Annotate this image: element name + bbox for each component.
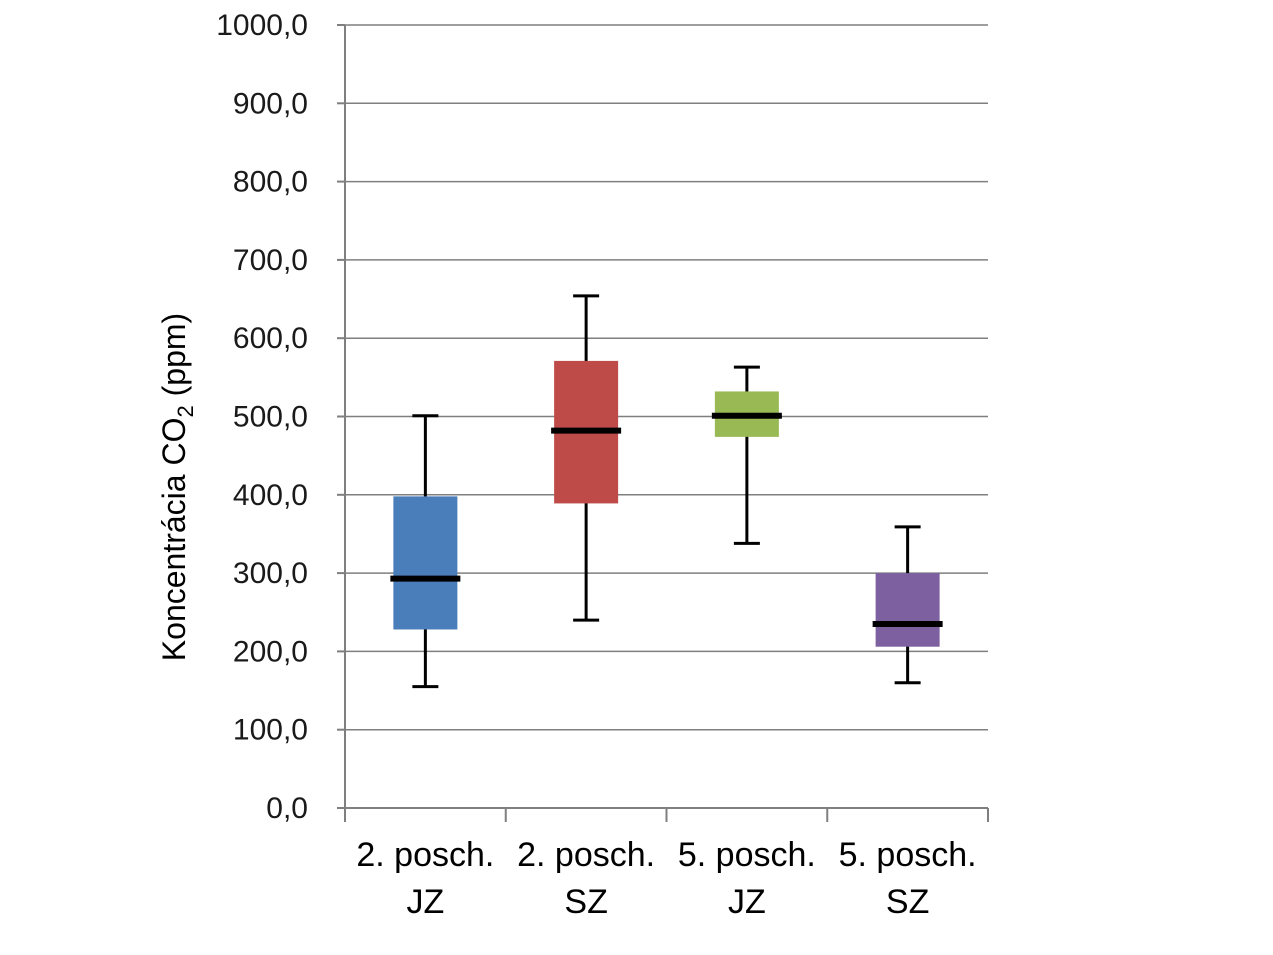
- category-label-line1: 2. posch.: [517, 836, 655, 874]
- axes: [337, 24, 989, 822]
- y-tick-label: 200,0: [233, 635, 308, 668]
- boxes: [390, 294, 943, 689]
- y-tick-labels: 0,0 100,0 200,0 300,0 400,0 500,0 600,0 700,0 80…: [216, 9, 308, 825]
- y-tick-label: 600,0: [233, 322, 308, 355]
- box-body: [875, 573, 940, 647]
- box-3: [711, 365, 782, 545]
- category-label-line2: SZ: [886, 883, 929, 921]
- y-tick-label: 400,0: [233, 479, 308, 512]
- box-1: [390, 414, 461, 689]
- y-tick-label: 500,0: [233, 401, 308, 434]
- category-label-line2: SZ: [564, 883, 607, 921]
- y-axis-title-subscript: 2: [173, 405, 198, 417]
- y-tick-label: 100,0: [233, 714, 308, 747]
- y-tick-label: 300,0: [233, 557, 308, 590]
- y-tick-label: 1000,0: [216, 9, 308, 42]
- category-label-line2: JZ: [728, 883, 766, 921]
- category-label-line2: JZ: [406, 883, 444, 921]
- y-tick-label: 900,0: [233, 87, 308, 120]
- y-axis-title: Koncentrácia CO2 (ppm): [156, 313, 198, 661]
- y-tick-label: 800,0: [233, 166, 308, 199]
- y-axis-title-unit: (ppm): [156, 313, 192, 405]
- category-labels: 2. posch. JZ 2. posch. SZ 5. posch. JZ 5. posc…: [356, 836, 976, 921]
- y-tick-label: 700,0: [233, 244, 308, 277]
- box-2: [551, 294, 622, 622]
- category-label-line1: 2. posch.: [356, 836, 494, 874]
- box-4: [872, 525, 943, 685]
- category-label-line1: 5. posch.: [839, 836, 977, 874]
- category-label-line1: 5. posch.: [678, 836, 816, 874]
- y-axis-title-main: Koncentrácia CO: [156, 418, 192, 662]
- y-tick-label: 0,0: [266, 792, 308, 825]
- box-body: [393, 496, 458, 630]
